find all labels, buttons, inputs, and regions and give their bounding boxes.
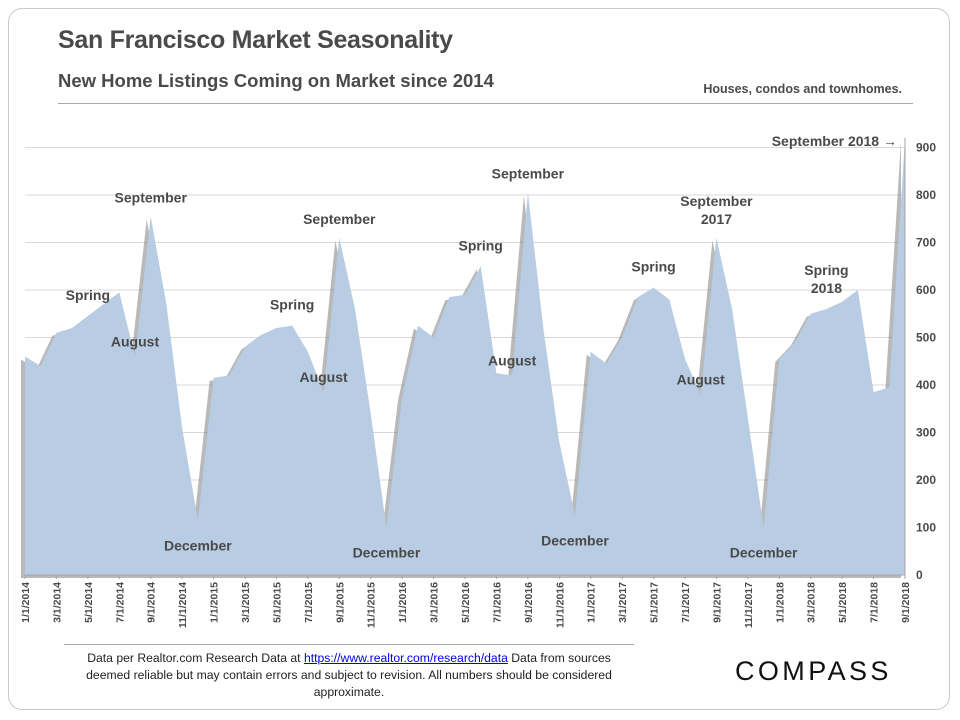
annotation-label: Spring [459, 237, 503, 253]
x-tick-label: 5/1/2015 [271, 582, 283, 623]
annotation-label: Spring [66, 287, 110, 303]
x-tick-label: 1/1/2018 [774, 582, 786, 623]
source-link[interactable]: https://www.realtor.com/research/data [303, 651, 508, 665]
annotation-label: September [115, 189, 188, 205]
chart-note: Houses, condos and townhomes. [703, 82, 902, 96]
x-tick-label: 1/1/2016 [397, 582, 409, 623]
x-tick-label: 9/1/2014 [146, 582, 158, 623]
title-divider [58, 103, 913, 104]
x-tick-label: 1/1/2014 [20, 582, 32, 623]
x-tick-label: 5/1/2016 [460, 582, 472, 623]
annotation-label: August [111, 334, 160, 350]
x-tick-label: 9/1/2015 [334, 582, 346, 623]
y-tick-label: 100 [916, 521, 936, 535]
annotation-label: December [353, 545, 421, 561]
annotation-label: September [492, 166, 565, 182]
area-series [25, 138, 905, 575]
annotation-label: December [541, 533, 609, 549]
annotation-label: August [488, 353, 537, 369]
y-tick-label: 300 [916, 426, 936, 440]
x-tick-label: 3/1/2016 [429, 582, 441, 623]
annotation-label: September [680, 193, 753, 209]
source-suffix: Data from sources deemed reliable but ma… [86, 651, 612, 699]
x-tick-label: 9/1/2017 [711, 582, 723, 623]
source-prefix: Data per Realtor.com Research Data at [87, 651, 304, 665]
y-tick-label: 500 [916, 331, 936, 345]
y-tick-label: 200 [916, 473, 936, 487]
annotation-label: August [299, 369, 348, 385]
annotation-label: Spring [631, 259, 675, 275]
x-tick-label: 11/1/2017 [743, 582, 755, 628]
x-tick-label: 3/1/2014 [51, 582, 63, 623]
x-tick-label: 7/1/2017 [680, 582, 692, 623]
x-tick-label: 7/1/2014 [114, 582, 126, 623]
x-tick-label: 5/1/2014 [83, 582, 95, 623]
annotation-label: December [164, 537, 232, 553]
x-tick-label: 3/1/2017 [617, 582, 629, 623]
chart-title: San Francisco Market Seasonality [58, 26, 453, 54]
source-divider [64, 644, 634, 645]
x-tick-label: 5/1/2018 [837, 582, 849, 623]
x-tick-label: 1/1/2017 [586, 582, 598, 623]
x-tick-label: 9/1/2018 [900, 582, 912, 623]
x-tick-label: 7/1/2018 [869, 582, 881, 623]
y-tick-label: 700 [916, 236, 936, 250]
annotation-label: September 2018 → [772, 133, 897, 149]
x-tick-label: 1/1/2015 [209, 582, 221, 623]
y-tick-label: 800 [916, 188, 936, 202]
y-tick-label: 900 [916, 141, 936, 155]
annotation-label: 2017 [701, 211, 732, 227]
annotation-label: Spring [804, 262, 848, 278]
chart-subtitle: New Home Listings Coming on Market since… [58, 70, 494, 91]
x-tick-label: 7/1/2016 [491, 582, 503, 623]
x-tick-label: 11/1/2014 [177, 582, 189, 628]
annotation-label: Spring [270, 297, 314, 313]
x-tick-label: 9/1/2016 [523, 582, 535, 623]
annotation-label: August [677, 372, 726, 388]
annotation-label: September [303, 211, 376, 227]
x-tick-label: 3/1/2018 [806, 582, 818, 623]
annotation-label: 2018 [811, 280, 842, 296]
annotation-label: December [730, 545, 798, 561]
y-tick-label: 400 [916, 378, 936, 392]
x-tick-label: 7/1/2015 [303, 582, 315, 623]
source-note: Data per Realtor.com Research Data at ht… [64, 650, 634, 701]
y-tick-label: 0 [916, 568, 923, 582]
compass-logo: COMPASS [735, 656, 892, 686]
x-tick-label: 11/1/2015 [366, 582, 378, 628]
x-tick-label: 3/1/2015 [240, 582, 252, 623]
x-tick-label: 5/1/2017 [649, 582, 661, 623]
x-tick-label: 11/1/2016 [554, 582, 566, 628]
y-tick-label: 600 [916, 283, 936, 297]
